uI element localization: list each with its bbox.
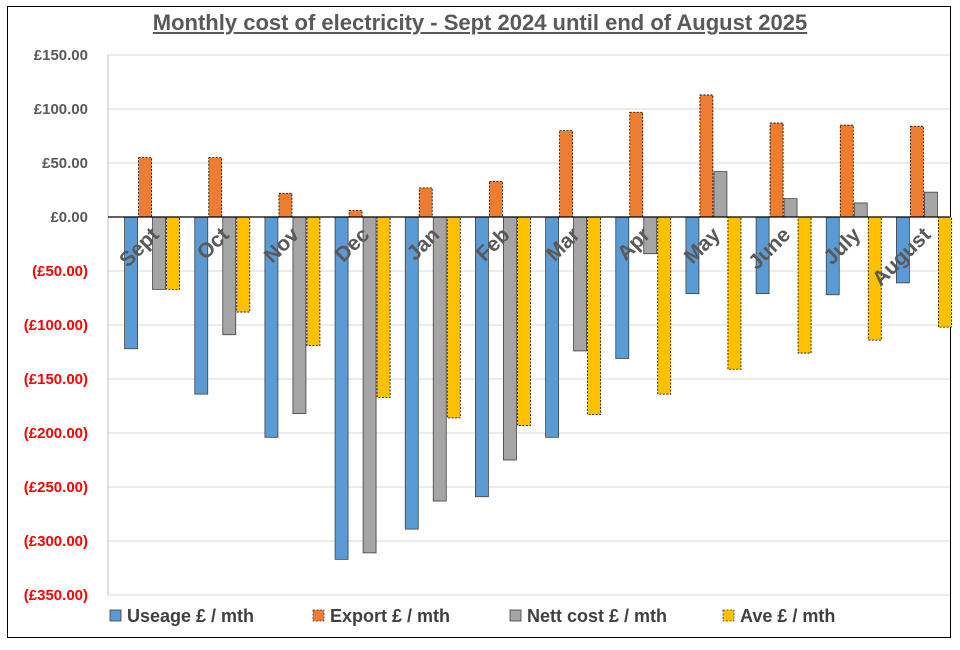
bar-3-4: [446, 216, 461, 419]
legend-label: Nett cost £ / mth: [527, 606, 667, 626]
legend-item: Nett cost £ / mth: [509, 606, 667, 626]
y-tick-label: (£50.00): [32, 263, 88, 280]
bar-1-5: [489, 180, 503, 218]
bar-1-11: [910, 125, 924, 218]
legend-swatch: [109, 609, 122, 622]
bar-3-0: [166, 216, 180, 290]
y-tick-label: £150.00: [34, 47, 88, 64]
legend-swatch: [509, 609, 522, 622]
legend-item: Ave £ / mth: [722, 606, 835, 626]
y-axis: £150.00 £100.00 £50.00 £0.00 (£50.00) (£100.0…: [24, 47, 109, 604]
y-tick-label: (£200.00): [24, 425, 88, 442]
bar-2-4: [432, 216, 447, 502]
legend-item: Export £ / mth: [312, 606, 450, 626]
legend-label: Useage £ / mth: [127, 606, 254, 626]
bar-3-6: [587, 216, 601, 416]
bar-1-3: [348, 210, 363, 218]
y-tick-label: (£150.00): [24, 371, 88, 388]
bar-2-8: [713, 171, 728, 218]
legend-item: Useage £ / mth: [109, 606, 254, 626]
bar-0-3: [334, 216, 349, 560]
bar-1-0: [138, 157, 152, 218]
bar-3-10: [867, 216, 882, 341]
bar-3-2: [306, 216, 321, 346]
legend: Useage £ / mth Export £ / mth Nett cost £ …: [109, 606, 835, 626]
y-tick-label: £0.00: [50, 209, 88, 226]
legend-swatch: [312, 609, 325, 622]
bar-3-7: [657, 216, 672, 395]
bars: [108, 94, 952, 560]
category-label: June: [744, 223, 795, 274]
y-tick-label: £50.00: [42, 155, 88, 172]
bar-3-5: [517, 216, 531, 426]
bar-1-1: [208, 157, 223, 218]
legend-swatch: [722, 609, 735, 622]
bar-3-3: [376, 216, 391, 398]
legend-label: Ave £ / mth: [740, 606, 835, 626]
bar-1-2: [278, 192, 293, 218]
bar-2-9: [783, 198, 798, 218]
bar-2-10: [853, 202, 868, 218]
bar-1-8: [699, 94, 714, 218]
bar-3-8: [727, 216, 742, 370]
bar-1-6: [559, 130, 573, 218]
y-tick-label: (£250.00): [24, 479, 88, 496]
bar-3-9: [797, 216, 812, 354]
bar-2-11: [924, 191, 938, 218]
bar-3-11: [938, 216, 952, 328]
bar-1-4: [418, 187, 433, 218]
y-tick-label: (£100.00): [24, 317, 88, 334]
bar-3-1: [236, 216, 251, 313]
legend-label: Export £ / mth: [330, 606, 450, 626]
bar-1-7: [629, 111, 644, 218]
bar-2-0: [152, 216, 166, 290]
y-tick-label: £100.00: [34, 101, 88, 118]
bar-1-9: [769, 122, 784, 218]
y-tick-label: (£300.00): [24, 533, 88, 550]
bar-2-3: [362, 216, 377, 554]
y-tick-label: (£350.00): [24, 587, 88, 604]
chart-title: Monthly cost of electricity - Sept 2024 …: [152, 10, 808, 35]
bar-2-5: [503, 216, 517, 461]
bar-1-10: [839, 124, 854, 218]
